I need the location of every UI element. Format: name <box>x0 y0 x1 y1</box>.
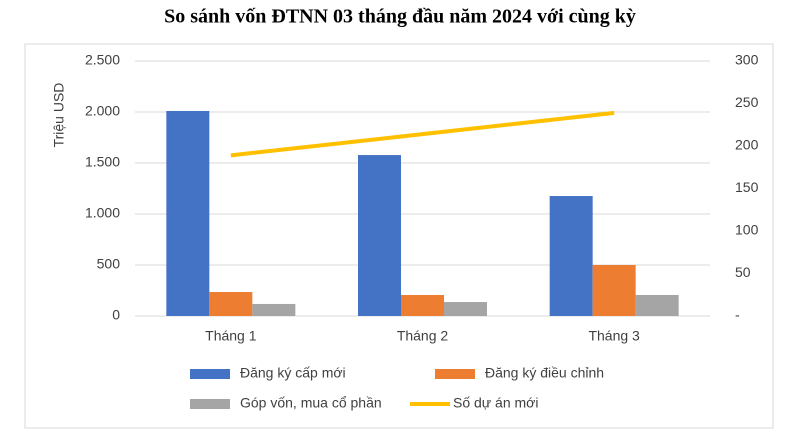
legend-label: Góp vốn, mua cổ phần <box>240 395 382 411</box>
y-tick-label: 0 <box>112 307 120 323</box>
bar <box>358 155 401 316</box>
legend-label: Số dự án mới <box>453 395 538 411</box>
y2-tick-label: 150 <box>735 179 759 195</box>
legend-label: Đăng ký cấp mới <box>240 365 346 381</box>
legend-swatch <box>435 369 475 379</box>
bar <box>592 265 636 316</box>
y-tick-label: 1.000 <box>85 205 120 221</box>
bar <box>401 294 444 316</box>
y2-tick-label: 300 <box>735 52 759 68</box>
y2-tick-label: 200 <box>735 137 759 153</box>
legend-swatch <box>190 369 230 379</box>
y-tick-label: 2.500 <box>85 52 120 68</box>
x-tick-label: Tháng 2 <box>397 328 449 344</box>
bar <box>444 302 487 316</box>
x-tick-label: Tháng 1 <box>205 328 257 344</box>
bar <box>549 196 593 316</box>
bar <box>209 292 253 316</box>
y2-tick-label: 100 <box>735 222 759 238</box>
bar <box>166 110 210 316</box>
y-tick-label: 2.000 <box>85 103 120 119</box>
bar <box>635 294 679 316</box>
y2-tick-label: - <box>735 307 740 323</box>
bar <box>252 303 296 316</box>
x-tick-label: Tháng 3 <box>588 328 640 344</box>
y-axis-label: Triệu USD <box>51 83 67 148</box>
y2-tick-label: 50 <box>735 264 751 280</box>
y-tick-label: 500 <box>97 256 121 272</box>
legend-swatch <box>190 399 230 409</box>
line <box>230 110 615 158</box>
chart-frame <box>24 43 774 429</box>
y2-tick-label: 250 <box>735 94 759 110</box>
y-tick-label: 1.500 <box>85 154 120 170</box>
chart-title: So sánh vốn ĐTNN 03 tháng đầu năm 2024 v… <box>164 6 636 28</box>
legend-label: Đăng ký điều chỉnh <box>485 365 604 381</box>
